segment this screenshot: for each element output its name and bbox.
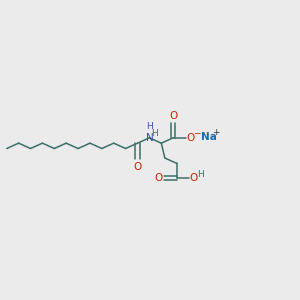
Text: O: O	[186, 133, 194, 143]
Text: O: O	[134, 162, 142, 172]
Text: −: −	[193, 129, 200, 138]
Text: O: O	[169, 111, 177, 121]
Text: O: O	[155, 173, 163, 183]
Text: +: +	[212, 128, 219, 137]
Text: O: O	[190, 173, 198, 183]
Text: Na: Na	[201, 132, 217, 142]
Text: N: N	[146, 133, 153, 143]
Text: H: H	[146, 122, 153, 131]
Text: H: H	[197, 169, 204, 178]
Text: H: H	[151, 129, 158, 138]
